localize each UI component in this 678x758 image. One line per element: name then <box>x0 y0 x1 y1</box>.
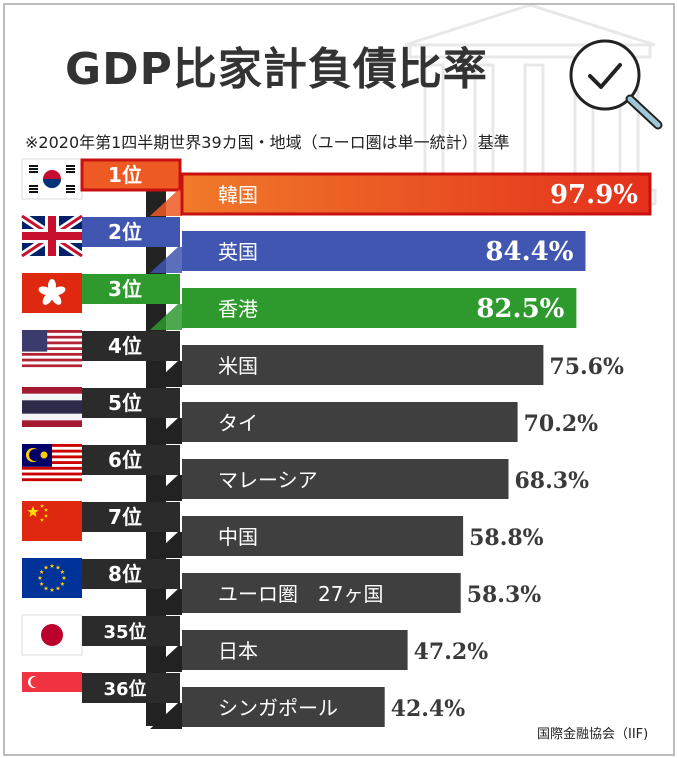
rank-label: 5位 <box>108 391 142 415</box>
bar-connector <box>150 646 182 672</box>
country-label: 英国 <box>218 240 258 264</box>
country-label: 日本 <box>218 639 258 663</box>
value-label: 82.5% <box>476 294 564 324</box>
korea-flag <box>21 158 83 200</box>
bar-connector <box>150 190 182 216</box>
rank-tab <box>82 331 180 361</box>
bar <box>182 459 509 499</box>
value-label: 68.3% <box>515 468 590 494</box>
country-label: 香港 <box>218 297 258 321</box>
rank-tab <box>82 559 180 589</box>
rank-tab <box>82 388 180 418</box>
bar <box>182 345 544 385</box>
value-label: 58.8% <box>469 525 544 551</box>
rank-label: 2位 <box>108 220 142 244</box>
eu-flag <box>22 558 82 598</box>
country-label: シンガポール <box>218 696 338 720</box>
rank-label: 35位 <box>103 621 146 643</box>
rank-tab <box>82 217 180 247</box>
uk-flag <box>19 212 85 260</box>
bar <box>182 516 464 556</box>
bar-connector <box>150 418 182 444</box>
value-label: 47.2% <box>414 639 489 665</box>
source-note: 国際金融協会（IIF) <box>537 727 649 742</box>
rank-tab <box>82 616 180 646</box>
bar-connector <box>150 361 182 387</box>
value-label: 84.4% <box>485 237 573 267</box>
value-label: 58.3% <box>467 582 542 608</box>
rank-label: 4位 <box>108 334 142 358</box>
rank-label: 6位 <box>108 448 142 472</box>
rank-tab <box>82 502 180 532</box>
country-label: タイ <box>218 411 258 435</box>
bar <box>182 288 577 328</box>
japan-flag <box>21 614 83 656</box>
rank-label: 7位 <box>108 505 142 529</box>
rank-tab <box>82 274 180 304</box>
bar-connector <box>150 589 182 615</box>
bar-connector <box>150 247 182 273</box>
country-label: ユーロ圏 27ヶ国 <box>218 582 383 606</box>
magnifier-check-icon <box>569 39 663 130</box>
rank-label: 1位 <box>108 163 142 187</box>
chart-subtitle: ※2020年第1四半期世界39カ国・地域（ユーロ圏は単一統計）基準 <box>25 133 510 152</box>
bar-connector <box>150 703 182 729</box>
country-label: 韓国 <box>218 183 258 207</box>
country-label: 中国 <box>218 525 258 549</box>
bar-connector <box>150 475 182 501</box>
country-label: マレーシア <box>218 468 318 492</box>
value-label: 70.2% <box>524 411 599 437</box>
malaysia-flag <box>22 444 82 485</box>
thailand-flag <box>22 387 82 427</box>
bar-connector <box>150 532 182 558</box>
chart-title: GDP比家計負債比率 <box>65 44 488 95</box>
bar <box>182 630 408 670</box>
hong-kong-flag <box>22 273 82 313</box>
rank-tab <box>82 445 180 475</box>
rank-label: 8位 <box>108 562 142 586</box>
value-label: 42.4% <box>391 696 466 722</box>
bar <box>180 172 652 216</box>
bar <box>182 402 518 442</box>
value-label: 75.6% <box>549 354 624 380</box>
rank-label: 3位 <box>108 277 142 301</box>
bar <box>182 687 385 727</box>
singapore-flag <box>22 672 82 712</box>
china-flag <box>22 501 82 541</box>
us-flag <box>22 330 82 370</box>
country-label: 米国 <box>218 354 258 378</box>
rank-tab <box>82 673 180 703</box>
bar-connector <box>150 304 182 330</box>
bar <box>182 573 461 613</box>
rank-tab <box>80 158 182 192</box>
value-label: 97.9% <box>550 180 638 210</box>
bar <box>182 231 586 271</box>
rank-label: 36位 <box>103 678 146 700</box>
